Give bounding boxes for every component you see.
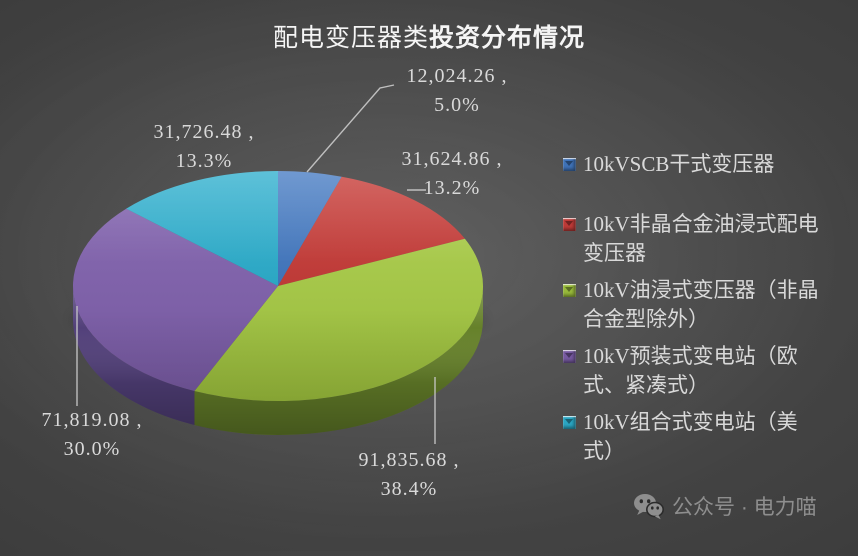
- legend-label: 10kV油浸式变压器（非晶合金型除外）: [583, 278, 819, 331]
- legend-item-dry-transformer: 10kVSCB干式变压器: [563, 150, 825, 179]
- legend-marker-icon: [563, 350, 576, 363]
- data-label-percent: 30.0%: [63, 438, 121, 460]
- legend-marker-icon: [563, 416, 576, 429]
- chart-legend: 10kVSCB干式变压器 10kV非晶合金油浸式配电变压器 10kV油浸式变压器…: [563, 150, 825, 466]
- data-label-blue-slice: 12,024.26 , 5.0%: [407, 62, 508, 120]
- data-label-cyan-slice: 31,726.48 , 13.3%: [154, 118, 255, 176]
- legend-label: 10kV预装式变电站（欧式、紧凑式）: [583, 344, 798, 397]
- data-label-value: 12,024.26 ,: [406, 65, 508, 87]
- data-label-value: 91,835.68 ,: [358, 449, 460, 471]
- legend-label: 10kV非晶合金油浸式配电变压器: [583, 212, 819, 265]
- data-label-purple-slice: 71,819.08 , 30.0%: [42, 406, 143, 464]
- legend-marker-icon: [563, 218, 576, 231]
- legend-marker-icon: [563, 158, 576, 171]
- wechat-icon: [634, 493, 664, 519]
- legend-item-combined-substation: 10kV组合式变电站（美式）: [563, 408, 825, 466]
- watermark: 公众号 · 电力喵: [633, 491, 817, 521]
- legend-item-prefab-substation: 10kV预装式变电站（欧式、紧凑式）: [563, 342, 825, 400]
- data-label-percent: 13.3%: [175, 150, 233, 172]
- chart-title-part1: 配电变压器类: [272, 25, 429, 52]
- legend-label: 10kV组合式变电站（美式）: [583, 410, 798, 463]
- data-label-percent: 5.0%: [434, 94, 480, 116]
- chart-title: 配电变压器类投资分布情况: [0, 18, 858, 54]
- data-label-percent: 13.2%: [423, 177, 481, 199]
- data-label-red-slice: 31,624.86 , 13.2%: [402, 145, 503, 203]
- data-label-percent: 38.4%: [380, 478, 438, 500]
- legend-marker-icon: [563, 284, 576, 297]
- data-label-value: 31,726.48 ,: [153, 121, 255, 143]
- watermark-text: 公众号 · 电力喵: [672, 496, 817, 519]
- data-label-green-slice: 91,835.68 , 38.4%: [359, 446, 460, 504]
- legend-item-oil-immersed: 10kV油浸式变压器（非晶合金型除外）: [563, 276, 825, 334]
- chart-title-part2: 投资分布情况: [429, 25, 586, 52]
- data-label-value: 71,819.08 ,: [41, 409, 143, 431]
- legend-label: 10kVSCB干式变压器: [583, 152, 775, 176]
- legend-item-non-amorphous-oil: 10kV非晶合金油浸式配电变压器: [563, 210, 825, 268]
- data-label-value: 31,624.86 ,: [401, 148, 503, 170]
